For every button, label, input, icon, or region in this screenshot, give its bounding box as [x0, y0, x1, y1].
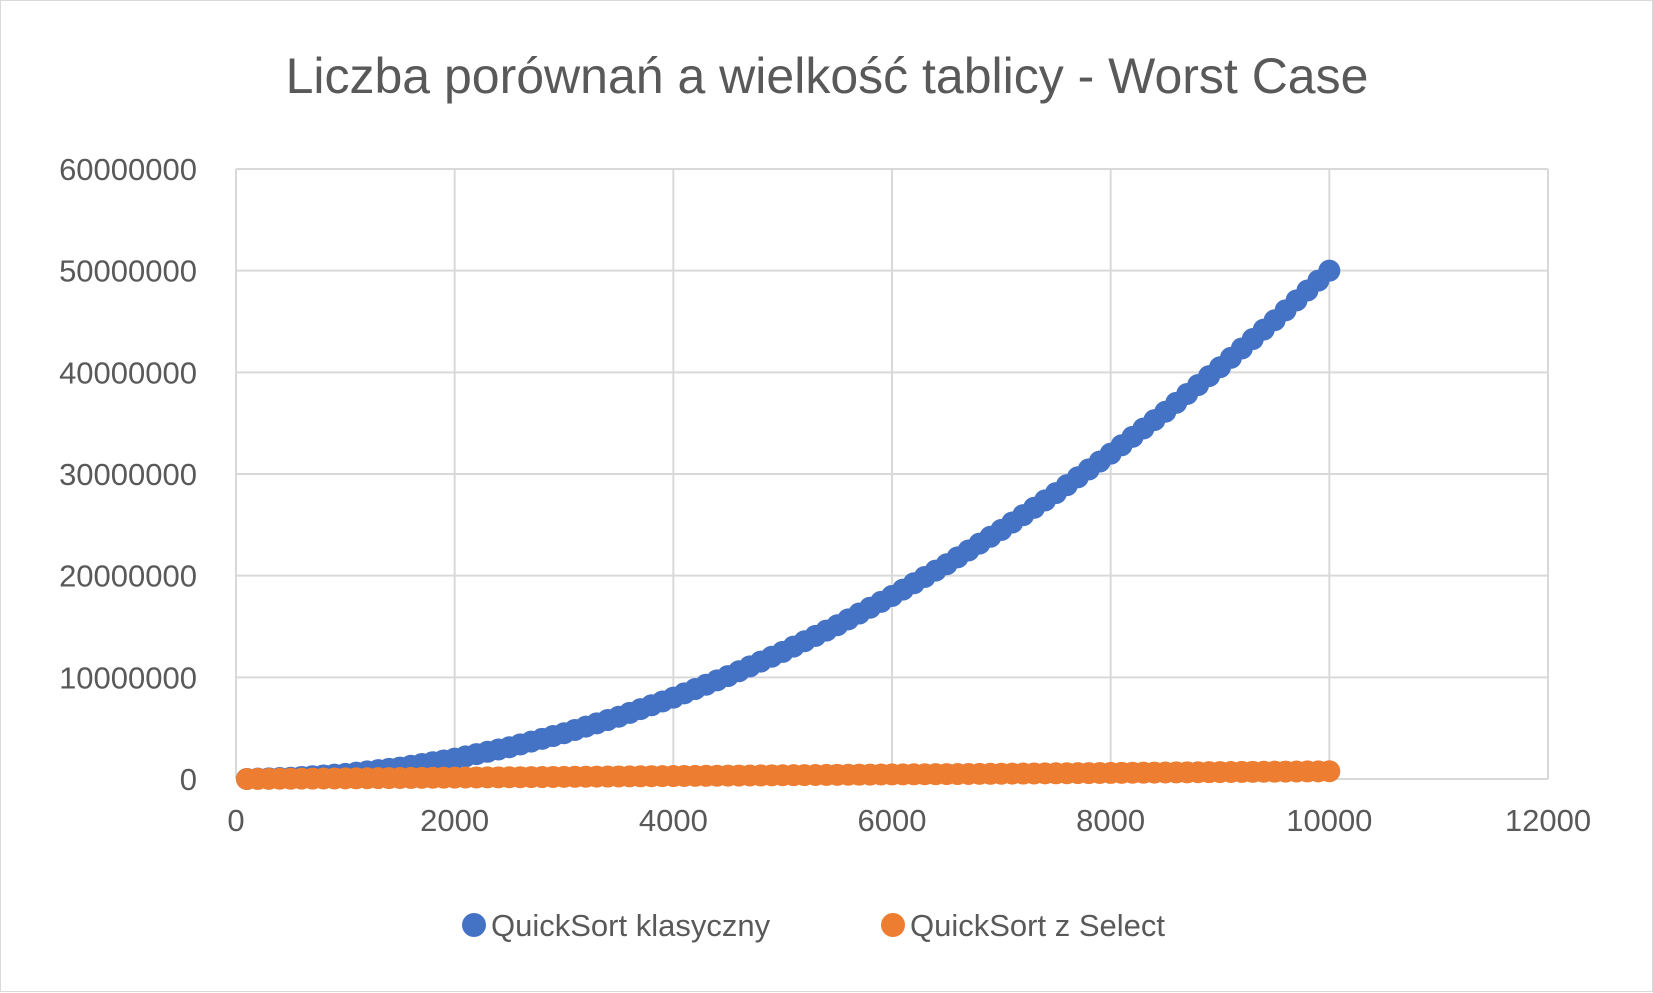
- legend: QuickSort klasyczny QuickSort z Select: [462, 908, 1165, 943]
- y-tick-label: 50000000: [59, 254, 197, 289]
- x-tick-label: 10000: [1286, 803, 1372, 838]
- x-tick-label: 8000: [1076, 803, 1145, 838]
- y-tick-label: 30000000: [59, 457, 197, 492]
- x-tick-label: 6000: [858, 803, 927, 838]
- x-tick-label: 0: [227, 803, 244, 838]
- data-point: [1318, 259, 1341, 282]
- chart-title: Liczba porównań a wielkość tablicy - Wor…: [286, 48, 1369, 104]
- series-1: [235, 760, 1341, 790]
- y-tick-label: 20000000: [59, 559, 197, 594]
- series-0: [235, 259, 1341, 790]
- legend-marker: [462, 913, 486, 937]
- grid-lines: [235, 168, 1549, 780]
- axis-labels: 0 10000000 20000000 30000000 40000000 5000000…: [59, 152, 1591, 838]
- legend-label: QuickSort z Select: [910, 908, 1165, 943]
- x-tick-label: 2000: [420, 803, 489, 838]
- data-point: [1318, 760, 1341, 783]
- y-tick-label: 10000000: [59, 660, 197, 695]
- plot-area: [235, 259, 1341, 790]
- y-tick-label: 40000000: [59, 355, 197, 390]
- legend-marker: [881, 913, 905, 937]
- y-tick-label: 60000000: [59, 152, 197, 187]
- legend-label: QuickSort klasyczny: [491, 908, 771, 943]
- y-tick-label: 0: [180, 762, 197, 797]
- x-tick-label: 12000: [1505, 803, 1591, 838]
- x-tick-label: 4000: [639, 803, 708, 838]
